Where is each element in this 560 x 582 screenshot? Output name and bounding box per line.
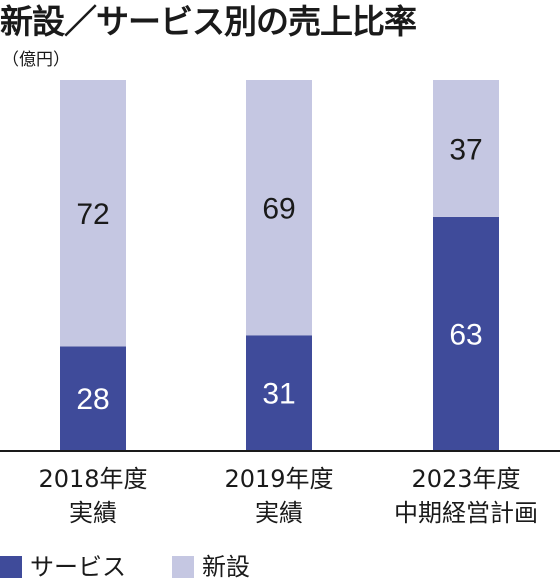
bar-service-2 xyxy=(433,216,499,450)
legend-swatch-new xyxy=(172,556,194,578)
legend-swatch-service xyxy=(0,556,22,578)
bar-new-2 xyxy=(433,80,499,217)
bar-service-1 xyxy=(246,335,312,450)
legend-label-service: サービス xyxy=(30,553,126,581)
bar-service-0 xyxy=(60,346,126,450)
data-label-service-2: 63 xyxy=(449,318,482,351)
data-label-service-0: 28 xyxy=(76,383,109,416)
unit-label: （億円） xyxy=(2,50,70,70)
category-label-1-0: 2019年度 xyxy=(224,465,333,493)
data-label-new-1: 69 xyxy=(262,193,295,226)
bar-new-1 xyxy=(246,80,312,336)
data-label-new-2: 37 xyxy=(449,133,482,166)
legend-item-service: サービス xyxy=(0,552,126,582)
category-label-1-1: 実績 xyxy=(255,499,303,527)
data-label-service-1: 31 xyxy=(262,378,295,411)
data-label-new-0: 72 xyxy=(76,198,109,231)
category-label-2-1: 中期経営計画 xyxy=(394,499,538,527)
category-label-0-0: 2018年度 xyxy=(38,465,147,493)
legend-label-new: 新設 xyxy=(202,553,250,581)
bar-new-0 xyxy=(60,80,126,347)
category-label-2-0: 2023年度 xyxy=(411,465,520,493)
legend-item-new: 新設 xyxy=(172,552,250,582)
chart-title: 新設／サービス別の売上比率 xyxy=(0,2,417,41)
category-label-0-1: 実績 xyxy=(69,499,117,527)
